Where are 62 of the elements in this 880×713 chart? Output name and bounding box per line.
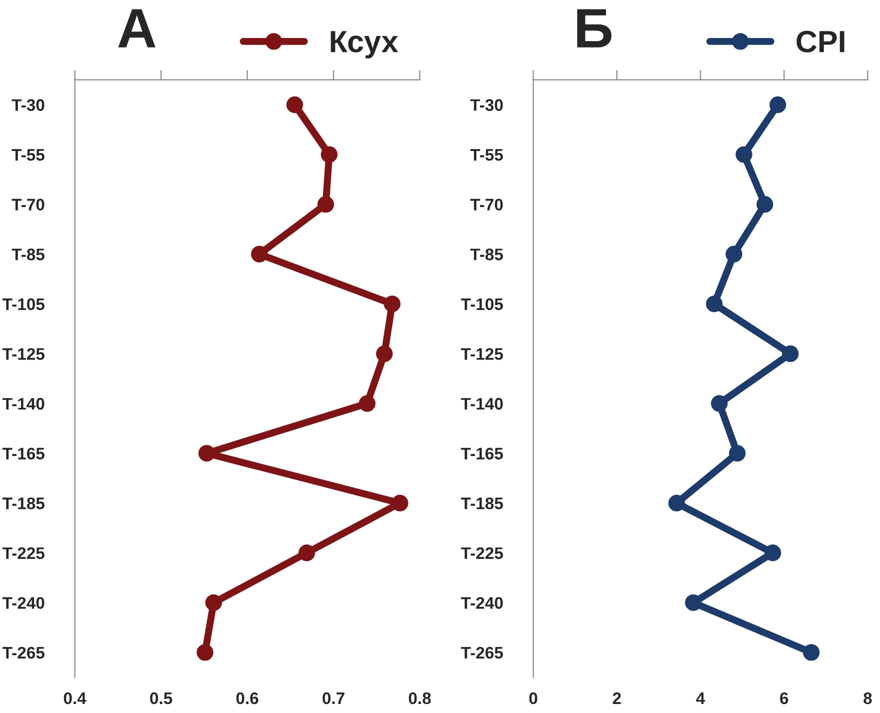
point — [320, 146, 338, 163]
y-tick-label: T-265 — [460, 646, 503, 659]
point — [392, 494, 408, 512]
point — [685, 594, 702, 611]
y-tick-label: T-30 — [470, 99, 503, 111]
point — [198, 444, 216, 462]
y-tick-label: T-125 — [2, 348, 44, 360]
y-tick-label: T-125 — [460, 348, 503, 360]
point — [726, 246, 742, 262]
point — [298, 544, 316, 562]
point — [706, 296, 723, 312]
y-tick-label: T-55 — [470, 149, 503, 161]
y-tick-label: T-165 — [2, 448, 44, 460]
point — [728, 444, 746, 462]
point — [384, 296, 400, 312]
y-tick-label: T-105 — [460, 298, 503, 310]
x-tick-label: 2 — [612, 692, 621, 704]
point — [205, 594, 222, 611]
chart-title: А — [118, 9, 156, 48]
x-tick-label: 6 — [780, 692, 788, 704]
y-tick-label: T-55 — [12, 149, 44, 161]
point — [196, 644, 214, 661]
y-tick-label: T-225 — [2, 547, 44, 560]
y-tick-label: T-185 — [2, 497, 44, 510]
point — [802, 644, 820, 661]
point — [286, 96, 304, 114]
y-tick-label: T-240 — [2, 597, 44, 609]
legend-label: CPI — [796, 30, 844, 52]
y-tick-label: T-70 — [12, 198, 44, 211]
y-tick-label: T-225 — [460, 547, 503, 560]
x-tick-label: 0.8 — [408, 692, 431, 704]
y-tick-label: T-240 — [460, 597, 503, 609]
point — [317, 196, 334, 213]
y-tick-label: T-105 — [2, 298, 44, 310]
chart-title: Б — [577, 9, 612, 48]
point — [668, 494, 685, 512]
x-tick-label: 4 — [696, 692, 706, 704]
y-tick-label: T-165 — [460, 448, 503, 460]
y-tick-label: T-185 — [460, 497, 503, 510]
y-tick-label: T-140 — [460, 398, 503, 410]
point — [782, 345, 799, 362]
point — [358, 395, 376, 412]
x-tick-label: 0 — [529, 692, 538, 704]
point — [756, 196, 774, 213]
point — [736, 146, 752, 163]
legend-label: Ксух — [330, 31, 398, 58]
point — [769, 96, 786, 114]
y-tick-label: T-30 — [12, 99, 44, 111]
y-tick-label: T-85 — [12, 248, 44, 260]
y-tick-label: T-70 — [470, 198, 503, 211]
x-tick-label: 0.6 — [236, 692, 258, 704]
x-tick-label: 0.7 — [322, 692, 344, 704]
y-tick-label: T-265 — [2, 646, 44, 659]
point — [376, 345, 393, 362]
y-tick-label: T-85 — [470, 248, 503, 260]
x-tick-label: 0.4 — [64, 692, 86, 704]
x-tick-label: 0.5 — [150, 692, 172, 704]
point — [764, 544, 782, 562]
point — [710, 395, 728, 412]
y-tick-label: T-140 — [2, 398, 44, 410]
x-tick-label: 8 — [864, 692, 872, 704]
point — [251, 246, 268, 262]
